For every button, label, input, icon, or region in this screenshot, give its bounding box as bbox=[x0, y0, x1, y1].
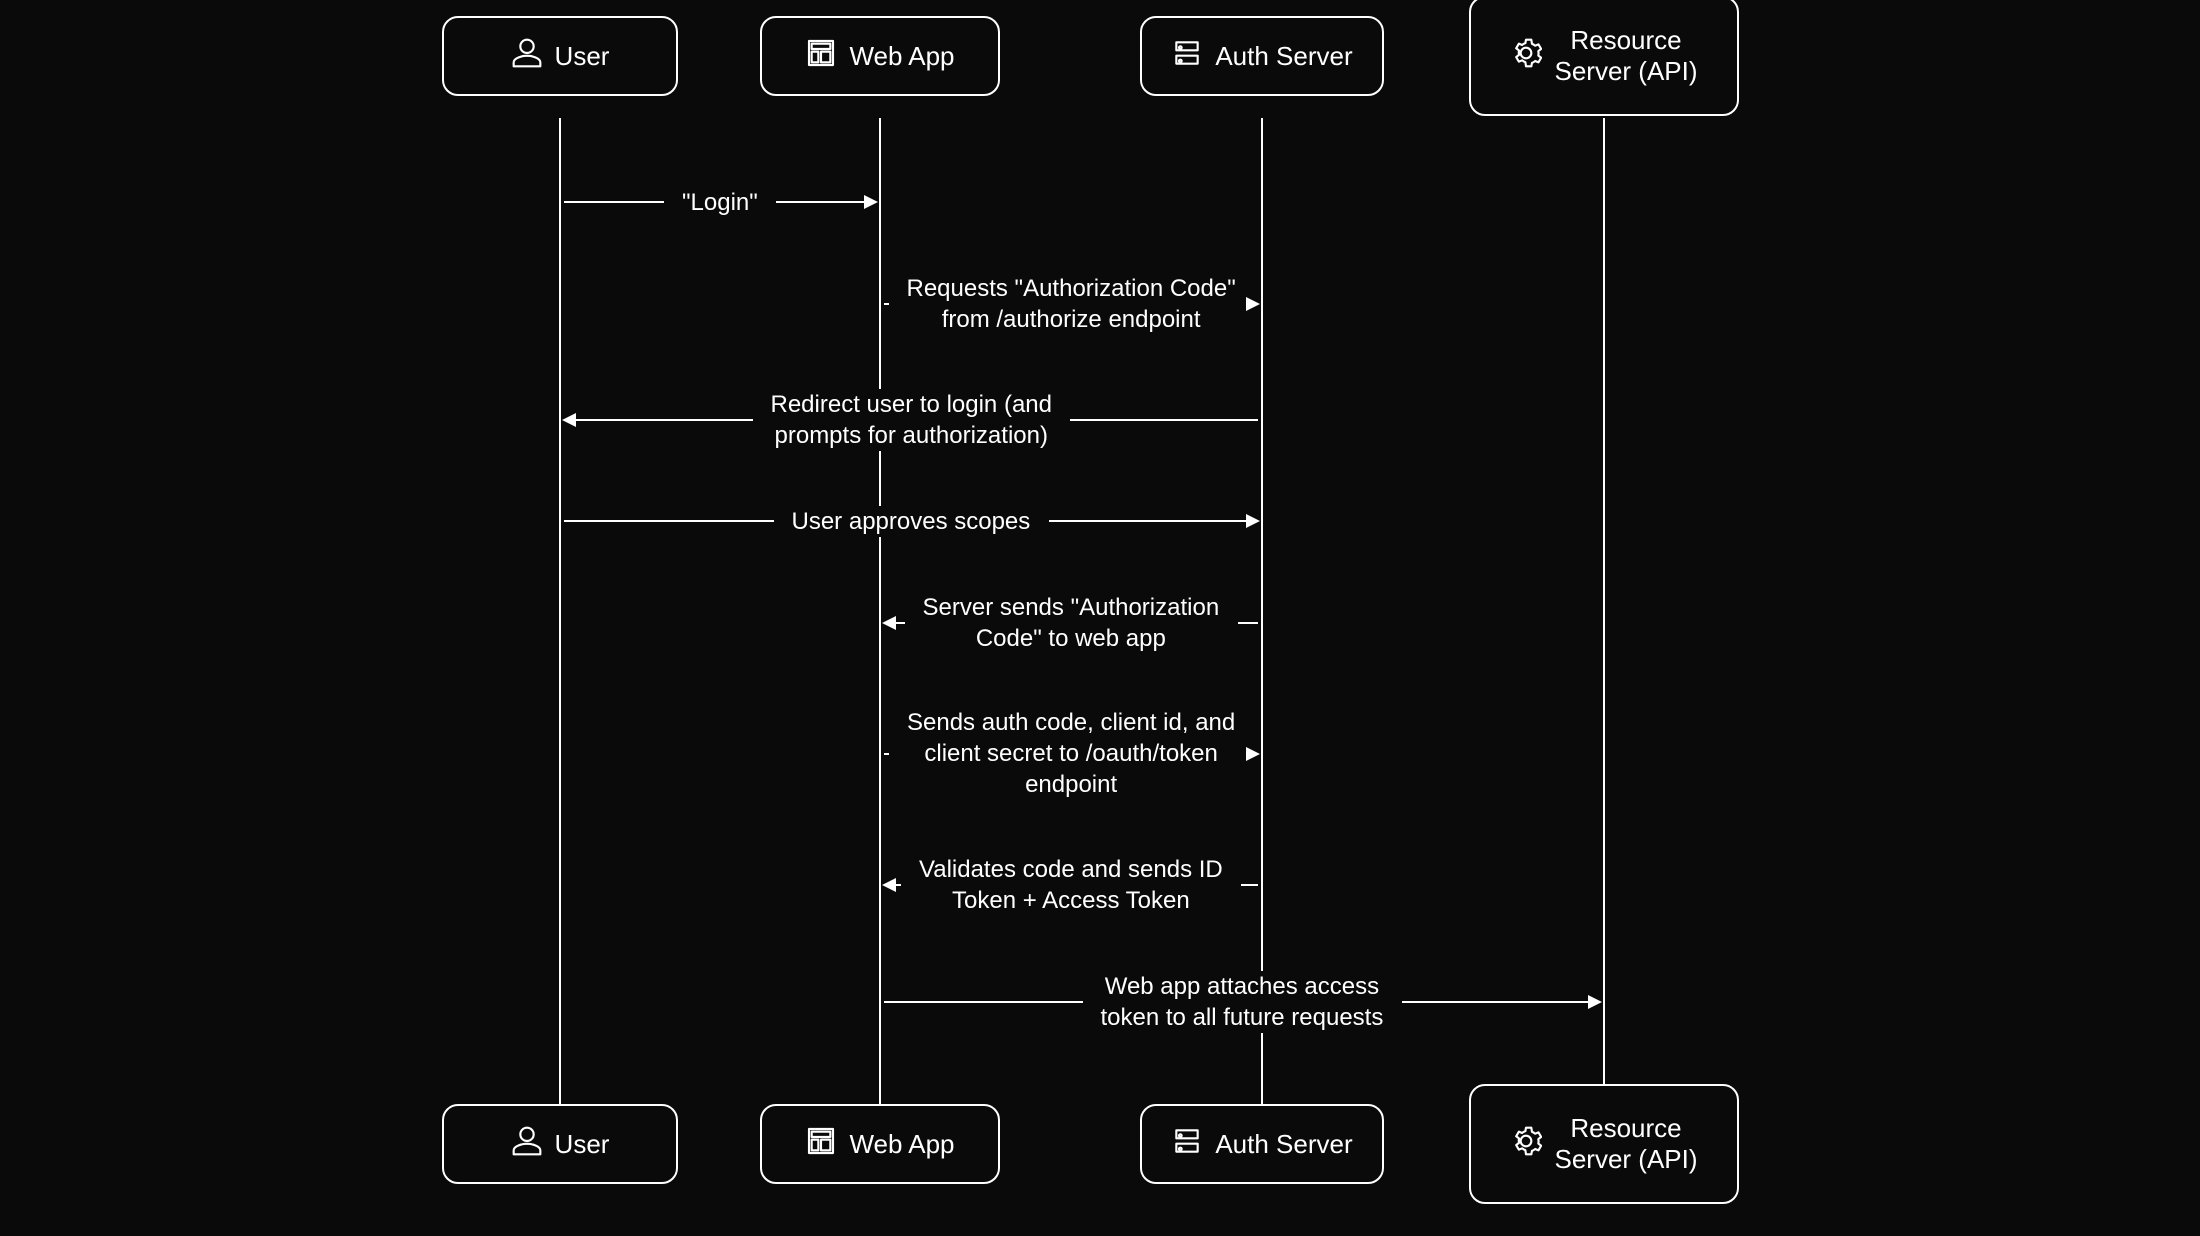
actor-resource-top: Resource Server (API) bbox=[1469, 0, 1739, 116]
user-icon bbox=[511, 1125, 543, 1164]
gear-icon bbox=[1510, 37, 1542, 76]
message-7-line-left bbox=[884, 1001, 1083, 1003]
message-7-line-right bbox=[1402, 1001, 1589, 1003]
layout-icon bbox=[805, 1125, 837, 1164]
message-6-arrowhead bbox=[882, 878, 896, 892]
lifeline-auth bbox=[1261, 118, 1263, 1104]
sequence-diagram: User User Web App Web App Auth Server Auth Se… bbox=[0, 0, 2200, 1236]
actor-user-bottom: User bbox=[442, 1104, 678, 1184]
message-7-label: Web app attaches access token to all fut… bbox=[1091, 971, 1394, 1033]
message-4-line-left bbox=[896, 622, 905, 624]
message-1-line-left bbox=[884, 303, 889, 305]
message-7-arrowhead bbox=[1588, 995, 1602, 1009]
actor-label: User bbox=[555, 1129, 610, 1160]
actor-label: Web App bbox=[849, 41, 954, 72]
message-4-arrowhead bbox=[882, 616, 896, 630]
message-6-line-right bbox=[1241, 884, 1258, 886]
message-4-label: Server sends "Authorization Code" to web… bbox=[913, 592, 1230, 654]
message-3-line-right bbox=[1049, 520, 1247, 522]
actor-label: Web App bbox=[849, 1129, 954, 1160]
actor-auth-bottom: Auth Server bbox=[1140, 1104, 1384, 1184]
message-0-label: "Login" bbox=[672, 187, 768, 218]
actor-auth-top: Auth Server bbox=[1140, 16, 1384, 96]
actor-label: Auth Server bbox=[1215, 1129, 1352, 1160]
message-1-label: Requests "Authorization Code" from /auth… bbox=[897, 273, 1246, 335]
lifeline-resource bbox=[1603, 118, 1605, 1104]
message-4-line-right bbox=[1238, 622, 1259, 624]
message-0-line-left bbox=[564, 201, 664, 203]
user-icon bbox=[511, 37, 543, 76]
message-3-line-left bbox=[564, 520, 774, 522]
message-2-line-right bbox=[1070, 419, 1259, 421]
message-5-label: Sends auth code, client id, and client s… bbox=[897, 707, 1245, 801]
actor-webapp-top: Web App bbox=[760, 16, 1000, 96]
actor-label: Resource Server (API) bbox=[1554, 25, 1697, 87]
layout-icon bbox=[805, 37, 837, 76]
message-0-arrowhead bbox=[864, 195, 878, 209]
message-1-arrowhead bbox=[1246, 297, 1260, 311]
actor-webapp-bottom: Web App bbox=[760, 1104, 1000, 1184]
message-5-arrowhead bbox=[1246, 747, 1260, 761]
message-2-line-left bbox=[576, 419, 753, 421]
message-6-line-left bbox=[896, 884, 901, 886]
actor-label: Resource Server (API) bbox=[1554, 1113, 1697, 1175]
server-icon bbox=[1171, 1125, 1203, 1164]
actor-resource-bottom: Resource Server (API) bbox=[1469, 1084, 1739, 1204]
gear-icon bbox=[1510, 1125, 1542, 1164]
message-3-label: User approves scopes bbox=[782, 506, 1041, 537]
lifeline-webapp bbox=[879, 118, 881, 1104]
lifeline-user bbox=[559, 118, 561, 1104]
message-2-label: Redirect user to login (and prompts for … bbox=[761, 389, 1062, 451]
message-0-line-right bbox=[776, 201, 864, 203]
message-5-line-left bbox=[884, 753, 889, 755]
server-icon bbox=[1171, 37, 1203, 76]
message-6-label: Validates code and sends ID Token + Acce… bbox=[909, 854, 1233, 916]
message-3-arrowhead bbox=[1246, 514, 1260, 528]
actor-label: User bbox=[555, 41, 610, 72]
actor-label: Auth Server bbox=[1215, 41, 1352, 72]
actor-user-top: User bbox=[442, 16, 678, 96]
message-2-arrowhead bbox=[562, 413, 576, 427]
